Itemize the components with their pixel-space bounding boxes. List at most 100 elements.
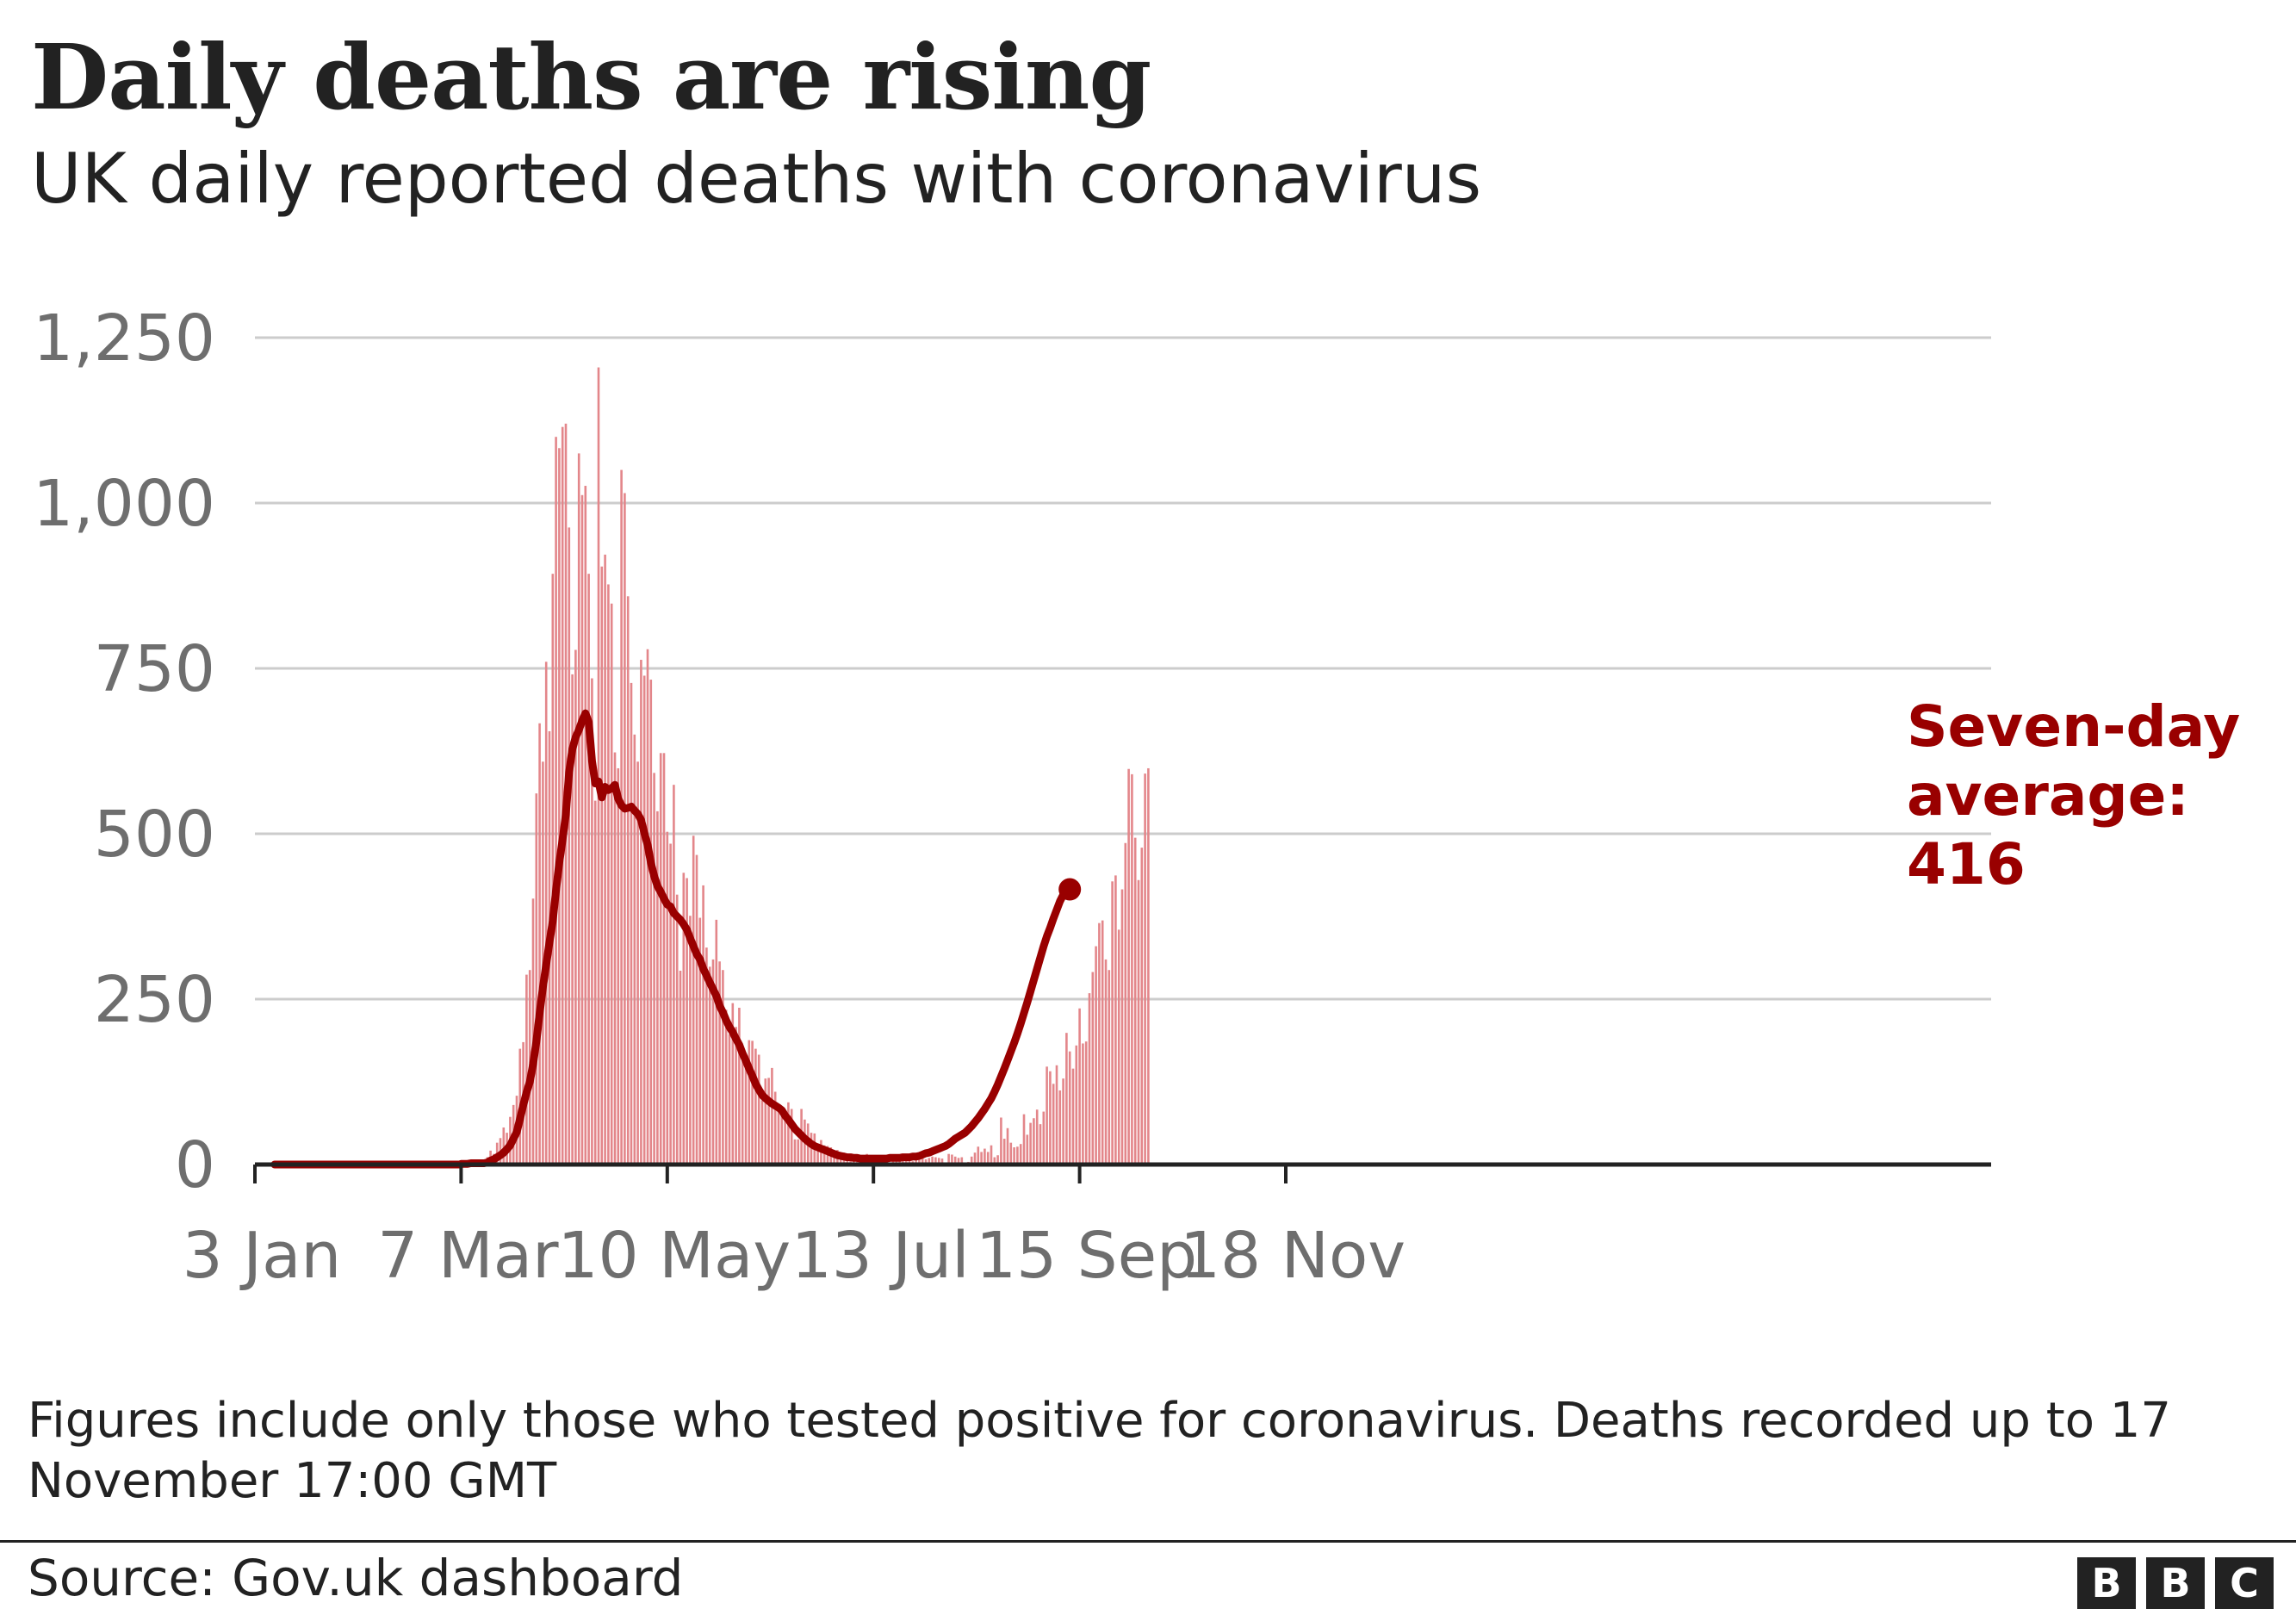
latest-average-point [1058, 878, 1082, 901]
daily-deaths-bar [986, 1152, 990, 1165]
daily-deaths-bar [1029, 1122, 1032, 1165]
daily-deaths-bar [642, 675, 646, 1165]
daily-deaths-bar [686, 878, 688, 1165]
daily-deaths-bar [1127, 768, 1130, 1165]
daily-deaths-bars [460, 367, 1150, 1165]
daily-deaths-bar [636, 761, 639, 1165]
daily-deaths-bar [1042, 1111, 1046, 1165]
daily-deaths-bar [649, 680, 653, 1165]
daily-deaths-bar [1133, 837, 1137, 1165]
daily-deaths-bar [1111, 881, 1114, 1165]
daily-deaths-bar [1052, 1084, 1055, 1165]
daily-deaths-bar [600, 566, 604, 1165]
daily-deaths-bar [931, 1156, 934, 1165]
daily-deaths-bar [1033, 1118, 1035, 1165]
daily-deaths-bar [810, 1133, 813, 1165]
footnote: Figures include only those who tested po… [28, 1393, 2172, 1509]
daily-deaths-bar [915, 1156, 917, 1165]
daily-deaths-bar [692, 835, 695, 1165]
daily-deaths-bar [748, 1040, 751, 1165]
daily-deaths-bar [1117, 929, 1120, 1165]
daily-deaths-bar [1147, 767, 1150, 1165]
daily-deaths-bar [918, 1158, 921, 1165]
daily-deaths-bar [1058, 1090, 1062, 1165]
daily-deaths-bar [980, 1152, 983, 1165]
daily-deaths-bar [535, 793, 538, 1165]
daily-deaths-bar [626, 596, 630, 1165]
x-tick-label: 18 Nov [1180, 1219, 1406, 1293]
daily-deaths-bar [1131, 773, 1133, 1165]
daily-deaths-bar [656, 811, 659, 1165]
daily-deaths-bar [617, 767, 620, 1165]
daily-deaths-bar [633, 734, 636, 1165]
chart-title: Daily deaths are rising [31, 24, 1151, 130]
y-axis-tick-labels: 0 250 500 750 1,000 1,250 [33, 301, 215, 1202]
bbc-logo-letter: B [2146, 1557, 2205, 1609]
daily-deaths-bar [571, 674, 574, 1165]
daily-deaths-bar [833, 1153, 835, 1165]
daily-deaths-bar [531, 898, 535, 1165]
daily-deaths-bar [951, 1154, 953, 1165]
bbc-logo: B B C [2077, 1557, 2274, 1609]
daily-deaths-bar [937, 1158, 940, 1165]
daily-deaths-bar [593, 800, 597, 1165]
daily-deaths-bar [1101, 920, 1104, 1165]
daily-deaths-bar [1039, 1124, 1042, 1165]
daily-deaths-bar [731, 1003, 735, 1165]
daily-deaths-bar [1140, 848, 1144, 1165]
daily-deaths-bar [977, 1146, 980, 1165]
footer-divider [0, 1540, 2296, 1543]
daily-deaths-bar [544, 662, 548, 1165]
seven-day-average-line-group [270, 709, 1082, 1169]
x-tick-label: 15 Sep [976, 1219, 1197, 1293]
daily-deaths-bar [970, 1156, 973, 1165]
daily-deaths-bar [1114, 875, 1117, 1165]
daily-deaths-bar [718, 961, 721, 1165]
daily-deaths-bar [1108, 970, 1111, 1165]
daily-deaths-bar [744, 1066, 748, 1165]
daily-deaths-bar [757, 1054, 760, 1165]
daily-deaths-bar [921, 1157, 924, 1165]
daily-deaths-bar [947, 1153, 950, 1165]
daily-deaths-bar [1013, 1147, 1015, 1165]
daily-deaths-bar [984, 1148, 986, 1165]
daily-deaths-bar [722, 970, 724, 1165]
daily-deaths-bar [1002, 1139, 1006, 1165]
seven-day-average-line [270, 709, 1074, 1169]
daily-deaths-bar [771, 1067, 773, 1165]
daily-deaths-bar [551, 574, 555, 1165]
x-tick-label: 10 May [557, 1219, 791, 1293]
daily-deaths-bar [1065, 1033, 1068, 1165]
daily-deaths-bar [1120, 889, 1124, 1165]
daily-deaths-bar [580, 494, 584, 1165]
daily-deaths-bar [787, 1102, 790, 1165]
daily-deaths-bar [673, 785, 675, 1165]
daily-deaths-bar [1088, 993, 1091, 1165]
daily-deaths-bar [1062, 1078, 1064, 1165]
daily-deaths-bar [640, 660, 642, 1165]
daily-deaths-bar [502, 1127, 506, 1165]
daily-deaths-bar [679, 970, 682, 1165]
daily-deaths-bar [659, 753, 662, 1165]
daily-deaths-bar [666, 831, 669, 1165]
daily-deaths-bar [711, 959, 715, 1165]
daily-deaths-bar [957, 1158, 960, 1165]
daily-deaths-bar [767, 1078, 770, 1165]
daily-deaths-bar [754, 1048, 757, 1165]
daily-deaths-bar [568, 527, 571, 1165]
daily-deaths-bar [784, 1116, 786, 1165]
daily-deaths-bar [689, 916, 692, 1165]
daily-deaths-bar [773, 1091, 777, 1165]
daily-deaths-bar [587, 574, 590, 1165]
daily-deaths-bar [728, 1034, 731, 1165]
daily-deaths-bar [751, 1040, 754, 1165]
daily-deaths-bar [1068, 1051, 1071, 1165]
daily-deaths-bar [822, 1145, 826, 1165]
bbc-logo-letter: B [2077, 1557, 2136, 1609]
daily-deaths-bar [1055, 1065, 1058, 1165]
y-tick-label: 250 [94, 963, 215, 1037]
source-text: Source: Gov.uk dashboard [28, 1549, 684, 1607]
daily-deaths-bar [574, 649, 577, 1165]
daily-deaths-bar [924, 1158, 928, 1165]
